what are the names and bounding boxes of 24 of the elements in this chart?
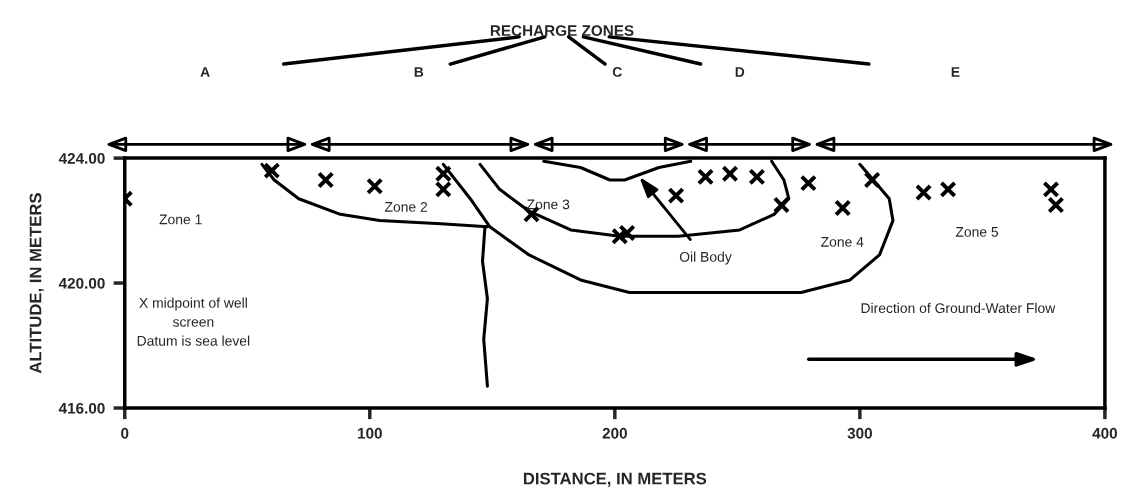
annotation: Zone 3 [527, 199, 570, 210]
y-axis-title: ALTITUDE, IN METERS [29, 193, 44, 374]
x-tick-label: 300 [847, 427, 872, 439]
x-tick-label: 400 [1092, 427, 1118, 439]
text: A [200, 67, 210, 77]
x-tick-label: 200 [602, 427, 627, 439]
y-tick-label: 416.00 [58, 402, 105, 414]
text: B [414, 67, 424, 77]
x-axis-title: DISTANCE, IN METERS [523, 472, 707, 487]
annotation: Zone 1 [159, 214, 202, 225]
text: C [612, 67, 622, 77]
annotation: X midpoint of well screen Datum is sea level [137, 297, 250, 346]
x-tick-label: 100 [358, 427, 382, 439]
annotation: Zone 2 [384, 201, 428, 212]
annotation: Zone 4 [821, 237, 864, 247]
text: E [951, 67, 960, 77]
annotation: Oil Body [679, 251, 732, 265]
x-tick-label: 0 [121, 427, 129, 439]
chart-title: RECHARGE ZONES [490, 25, 634, 37]
annotation: Zone 5 [955, 227, 999, 237]
y-tick-label: 420.00 [58, 277, 105, 289]
y-tick-label: 424.00 [58, 152, 105, 164]
text: D [735, 67, 745, 77]
annotation: Direction of Ground-Water Flow [861, 302, 1056, 314]
